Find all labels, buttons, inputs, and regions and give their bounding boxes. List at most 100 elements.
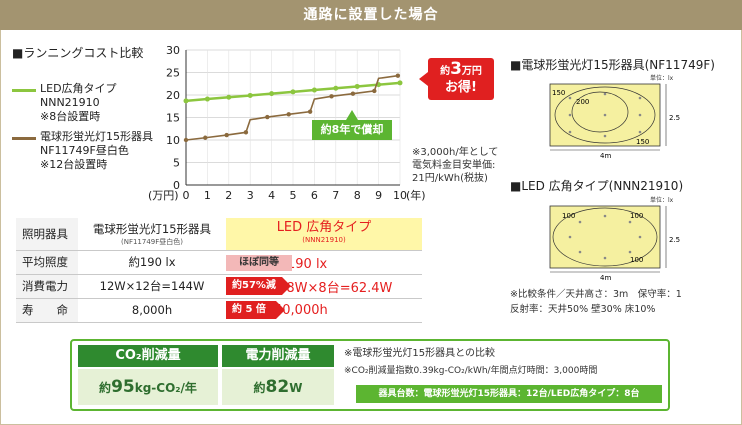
- x-tick-label: 10: [393, 189, 407, 202]
- data-point-led: [333, 85, 339, 91]
- badge-equivalent: ほぼ同等: [226, 255, 292, 271]
- data-point-fluorescent: [395, 73, 401, 78]
- savings-big: 3: [450, 59, 462, 79]
- summary-note-2: ※CO₂削減量指数0.39kg-CO₂/kWh/年間点灯時間：3,000時間: [344, 366, 598, 376]
- data-point-led: [311, 87, 317, 93]
- co2-header: CO₂削減量: [78, 345, 218, 367]
- x-tick-label: 1: [204, 189, 211, 202]
- x-tick-label: 5: [290, 189, 297, 202]
- co2-prefix: 約: [99, 381, 112, 395]
- y-tick-label: 25: [166, 67, 180, 80]
- page-banner: 通路に設置した場合: [0, 0, 742, 30]
- data-point-led: [269, 91, 275, 97]
- row-label: 平均照度: [16, 250, 78, 275]
- data-point-led: [397, 80, 403, 86]
- row-label: 消費電力: [16, 274, 78, 299]
- data-point-fluorescent: [350, 91, 356, 96]
- contour-outer: [554, 86, 656, 144]
- comparison-conditions: ※比較条件／天井高さ：3m 保守率：1 反射率：天井50% 壁30% 床10%: [510, 289, 682, 315]
- y-tick-label: 0: [173, 179, 180, 192]
- data-point-led: [226, 94, 232, 100]
- fluorescent-illuminance-map: 単位：lx 150 200 150 4m 2.5m: [549, 74, 680, 160]
- data-point-led: [204, 96, 210, 102]
- table-row: 平均照度 約190 lx 約190 lx: [16, 250, 422, 275]
- comparison-table: 照明器具 電球形蛍光灯15形器具 (NF11749F昼白色) LED 広角タイプ…: [16, 218, 422, 323]
- legend-swatch-led: [12, 89, 36, 92]
- x-tick-label: 0: [183, 189, 190, 202]
- y-tick-label: 10: [166, 134, 180, 147]
- badge-lifespan: 約 5 倍: [226, 301, 285, 319]
- fluorescent-room-title: ■電球形蛍光灯15形器具(NF11749F): [510, 58, 715, 72]
- reduction-summary: CO₂削減量 約95kg-CO₂/年 電力削減量 約82W ※電球形蛍光灯15形…: [70, 339, 670, 411]
- y-tick-label: 30: [166, 44, 180, 57]
- unit-label: 単位：lx: [650, 74, 674, 82]
- y-tick-label: 15: [166, 112, 180, 125]
- summary-note-1: ※電球形蛍光灯15形器具との比較: [344, 348, 496, 359]
- dim-height: 2.5m: [669, 236, 680, 244]
- savings-line2: お得!: [445, 80, 477, 95]
- payback-callout-pointer: [346, 110, 358, 120]
- data-point-fluorescent: [329, 94, 334, 99]
- fixture-points: [568, 92, 642, 138]
- savings-prefix: 約: [440, 66, 451, 77]
- legend-label-fluorescent: 電球形蛍光灯15形器具 NF11749F昼白色 ※12台設置時: [40, 130, 153, 171]
- header-old-title: 電球形蛍光灯15形器具: [92, 221, 212, 236]
- power-unit: W: [289, 381, 303, 395]
- contour-label: 100: [630, 212, 643, 220]
- y-tick-label: 20: [166, 89, 180, 102]
- led-room-title: ■LED 広角タイプ(NNN21910): [510, 179, 684, 193]
- data-point-fluorescent: [203, 135, 208, 140]
- badge-lifespan-label: 約 5 倍: [232, 304, 266, 315]
- badge-power-reduction: 約57%減: [226, 277, 291, 295]
- led-illuminance-map: 単位：lx 100 100 100 4m 2.5m: [549, 196, 680, 282]
- data-point-led: [354, 83, 360, 89]
- co2-value-box: 約95kg-CO₂/年: [78, 369, 218, 405]
- co2-unit: kg-CO₂/年: [134, 381, 197, 395]
- unit-label: 単位：lx: [650, 196, 674, 204]
- contour-label: 150: [636, 138, 649, 146]
- data-point-fluorescent: [224, 132, 229, 138]
- chart-series: [183, 73, 403, 143]
- y-tick-label: 5: [173, 157, 180, 170]
- header-label: 照明器具: [16, 218, 78, 251]
- header-new-title: LED 広角タイプ: [276, 219, 372, 235]
- dim-height: 2.5m: [669, 114, 680, 122]
- data-point-fluorescent: [372, 88, 377, 94]
- savings-callout: 約3万円 お得!: [428, 58, 494, 100]
- x-tick-label: 3: [247, 189, 254, 202]
- fixture-points: [568, 214, 642, 260]
- data-point-led: [290, 89, 296, 95]
- contour-label: 100: [562, 212, 575, 220]
- x-tick-label: 2: [225, 189, 232, 202]
- x-tick-label: 7: [332, 189, 339, 202]
- x-axis-unit: (年): [406, 188, 426, 202]
- x-tick-label: 9: [375, 189, 382, 202]
- power-value-box: 約82W: [222, 369, 334, 405]
- row-old-value: 12W×12台=144W: [78, 274, 226, 299]
- row-label: 寿 命: [16, 298, 78, 323]
- table-row: 寿 命 8,000h 40,000h: [16, 298, 422, 323]
- data-point-led: [183, 98, 189, 104]
- x-tick-label: 6: [311, 189, 318, 202]
- payback-label: 約8年で償却: [320, 123, 384, 136]
- table-header-row: 照明器具 電球形蛍光灯15形器具 (NF11749F昼白色) LED 広角タイプ…: [16, 218, 422, 251]
- legend-label-led: LED広角タイプ NNN21910 ※8台設置時: [40, 82, 117, 123]
- header-old: 電球形蛍光灯15形器具 (NF11749F昼白色): [78, 218, 226, 251]
- contour-label: 100: [630, 256, 643, 264]
- chart-axes: 0 5 10 15 20 25 30 0 1 2 3 4 5 6 7 8 9 10 (万円) (年): [148, 44, 426, 202]
- legend-swatch-fluorescent: [12, 137, 36, 140]
- savings-suffix: 万円: [461, 66, 482, 77]
- dim-width: 4m: [600, 152, 611, 160]
- header-new: LED 広角タイプ (NNN21910): [226, 218, 422, 251]
- contour-label: 150: [552, 89, 565, 97]
- x-tick-label: 4: [268, 189, 275, 202]
- table-row: 消費電力 12W×12台=144W 7.8W×8台=62.4W: [16, 274, 422, 299]
- x-tick-label: 8: [354, 189, 361, 202]
- header-new-sub: (NNN21910): [302, 235, 346, 244]
- chart-grid: [185, 49, 401, 186]
- header-old-sub: (NF11749F昼白色): [120, 237, 184, 246]
- contour-outer: [552, 207, 658, 267]
- power-value: 82: [265, 377, 290, 397]
- badge-power-reduction-label: 約57%減: [232, 280, 276, 291]
